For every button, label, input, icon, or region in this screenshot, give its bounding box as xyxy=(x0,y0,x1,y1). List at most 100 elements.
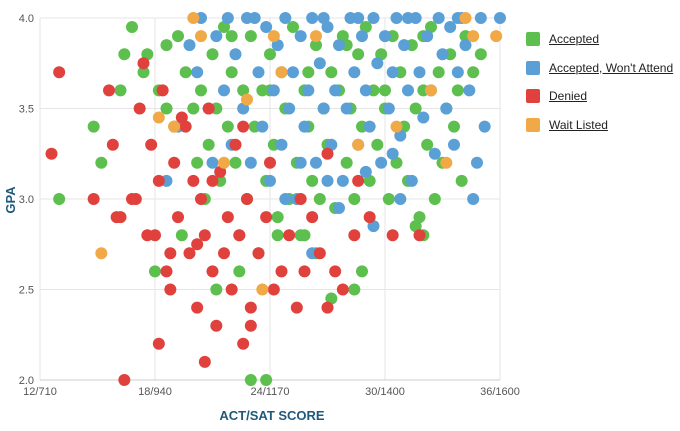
point-series-2 xyxy=(198,229,211,242)
x-tick-label: 18/940 xyxy=(138,386,172,398)
point-series-1 xyxy=(298,120,311,133)
point-series-0 xyxy=(413,211,426,224)
legend-label-accepted: Accepted xyxy=(549,32,600,46)
point-series-1 xyxy=(294,156,307,169)
point-series-1 xyxy=(183,39,196,52)
point-series-3 xyxy=(275,66,288,79)
point-series-2 xyxy=(244,301,257,314)
point-series-2 xyxy=(229,138,242,151)
point-series-1 xyxy=(329,84,342,97)
point-series-0 xyxy=(160,39,173,52)
legend: Accepted Accepted, Won't Attend Denied W… xyxy=(526,30,673,144)
legend-item-accepted[interactable]: Accepted xyxy=(526,30,673,48)
point-series-0 xyxy=(325,292,338,305)
point-series-2 xyxy=(252,247,265,260)
point-series-0 xyxy=(179,66,192,79)
legend-item-wait-listed[interactable]: Wait Listed xyxy=(526,116,673,134)
point-series-2 xyxy=(283,229,296,242)
point-series-1 xyxy=(206,156,219,169)
point-series-2 xyxy=(106,138,119,151)
point-series-1 xyxy=(386,66,399,79)
point-series-0 xyxy=(244,374,257,386)
point-series-0 xyxy=(352,48,365,61)
point-series-3 xyxy=(310,30,322,43)
point-series-0 xyxy=(359,21,372,34)
point-series-0 xyxy=(206,48,219,61)
legend-item-denied[interactable]: Denied xyxy=(526,87,673,105)
point-series-0 xyxy=(271,211,284,224)
point-series-1 xyxy=(283,102,296,115)
point-series-2 xyxy=(225,283,238,296)
y-axis-title: GPA xyxy=(3,186,18,214)
point-series-0 xyxy=(325,66,338,79)
point-series-2 xyxy=(198,355,211,368)
point-series-0 xyxy=(233,265,246,278)
point-series-1 xyxy=(394,129,407,142)
point-series-0 xyxy=(114,84,127,97)
point-series-2 xyxy=(275,265,288,278)
point-series-0 xyxy=(160,102,173,115)
x-tick-label: 24/1170 xyxy=(251,386,290,398)
point-series-1 xyxy=(367,220,380,233)
point-series-2 xyxy=(260,211,273,224)
point-series-1 xyxy=(325,138,338,151)
point-series-0 xyxy=(306,174,319,187)
point-series-0 xyxy=(260,374,273,386)
point-series-1 xyxy=(287,66,299,79)
point-series-1 xyxy=(367,12,380,24)
point-series-1 xyxy=(432,12,445,24)
point-series-0 xyxy=(363,174,376,187)
point-series-2 xyxy=(214,165,227,178)
point-series-1 xyxy=(402,84,414,97)
point-series-1 xyxy=(302,84,315,97)
point-series-0 xyxy=(237,84,250,97)
point-series-3 xyxy=(256,283,269,296)
point-series-0 xyxy=(348,193,361,205)
legend-item-accepted-wont-attend[interactable]: Accepted, Won't Attend xyxy=(526,59,673,77)
point-series-0 xyxy=(340,156,353,169)
point-series-1 xyxy=(279,193,292,205)
x-tick-label: 30/1400 xyxy=(365,386,405,398)
point-series-1 xyxy=(191,66,204,79)
point-series-1 xyxy=(428,147,441,160)
point-series-3 xyxy=(152,111,165,124)
point-series-2 xyxy=(267,283,280,296)
point-series-1 xyxy=(313,57,326,70)
point-series-1 xyxy=(294,30,307,43)
point-series-1 xyxy=(336,174,349,187)
point-series-2 xyxy=(156,84,169,97)
point-series-1 xyxy=(352,12,365,24)
point-series-2 xyxy=(152,174,165,187)
y-tick-label: 2.0 xyxy=(19,375,34,387)
point-series-2 xyxy=(352,174,365,187)
point-series-1 xyxy=(218,84,230,97)
point-series-0 xyxy=(421,138,434,151)
point-series-0 xyxy=(175,229,188,242)
point-series-2 xyxy=(183,247,196,260)
x-tick-label: 36/1600 xyxy=(480,386,520,398)
point-series-1 xyxy=(333,202,345,215)
point-series-1 xyxy=(321,21,334,34)
legend-label-wait-listed: Wait Listed xyxy=(549,117,608,132)
point-series-2 xyxy=(321,301,334,314)
point-series-3 xyxy=(267,30,280,43)
point-series-1 xyxy=(463,84,476,97)
point-series-1 xyxy=(474,12,487,24)
point-series-0 xyxy=(191,156,204,169)
point-series-3 xyxy=(195,30,207,43)
point-series-2 xyxy=(298,265,311,278)
point-series-1 xyxy=(267,84,280,97)
legend-swatch-wait-listed xyxy=(526,117,540,132)
legend-swatch-denied xyxy=(526,89,540,103)
point-series-1 xyxy=(375,156,388,169)
point-series-2 xyxy=(294,193,307,205)
point-series-1 xyxy=(413,66,426,79)
point-series-0 xyxy=(95,156,108,169)
point-series-1 xyxy=(467,193,480,205)
point-series-0 xyxy=(432,66,445,79)
point-series-0 xyxy=(87,120,100,133)
point-series-2 xyxy=(187,174,200,187)
point-series-0 xyxy=(225,30,238,43)
point-series-3 xyxy=(95,247,108,260)
